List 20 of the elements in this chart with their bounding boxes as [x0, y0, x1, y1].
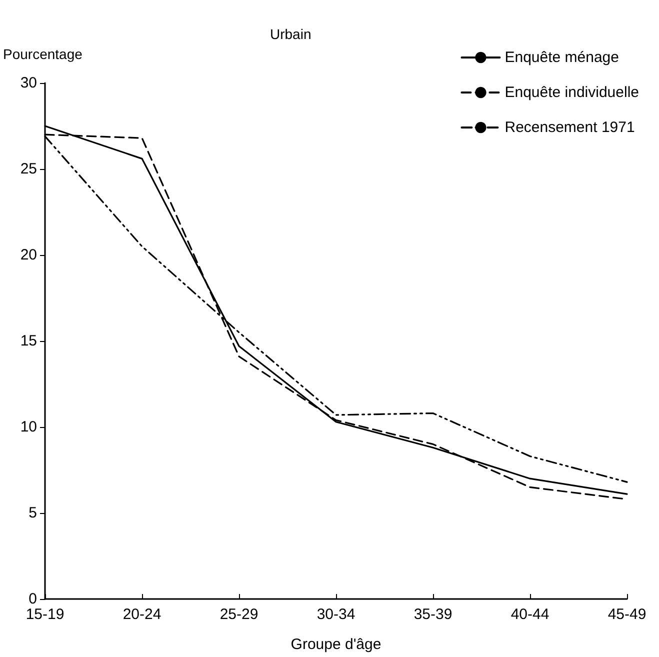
y-tick-label: 20 [20, 246, 37, 264]
y-tick-label: 0 [28, 590, 37, 608]
x-tick-label: 15-19 [26, 606, 64, 623]
x-tick-label: 20-24 [122, 606, 162, 623]
y-tick-label: 25 [20, 160, 37, 178]
y-tick-label: 10 [20, 418, 37, 436]
legend-label: Enquête individuelle [504, 84, 640, 101]
x-tick-label: 25-29 [220, 606, 258, 623]
x-tick-label: 40-44 [510, 606, 550, 623]
legend-label: Enquête ménage [504, 49, 619, 66]
y-tick-label: 30 [20, 74, 37, 92]
y-axis-title: Pourcentage [3, 46, 83, 62]
x-tick-label: 35-39 [414, 606, 452, 623]
x-tick-label: 45-49 [608, 606, 646, 623]
legend-label: Recensement 1971 [504, 119, 635, 136]
x-tick-label: 30-34 [316, 606, 356, 623]
chart-title: Urbain [270, 26, 312, 42]
x-axis-title: Groupe d'âge [290, 636, 382, 653]
y-tick-label: 5 [28, 504, 37, 522]
y-tick-label: 15 [20, 332, 37, 350]
